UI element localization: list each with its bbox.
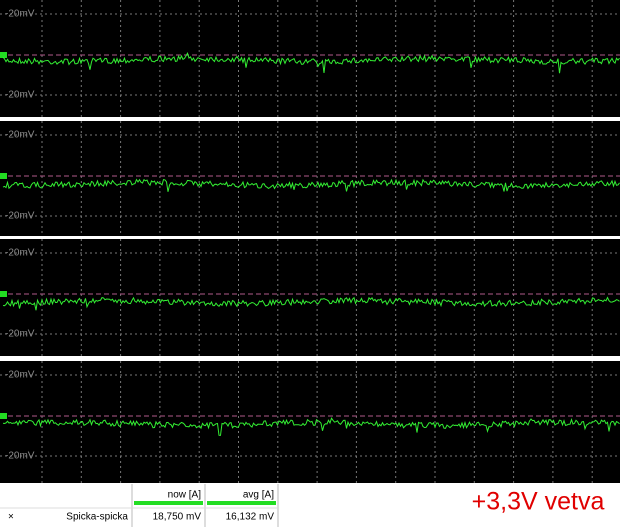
separator xyxy=(0,356,620,361)
scale-label: -20mV xyxy=(5,370,35,381)
column-header: avg [A] xyxy=(243,490,274,501)
trace xyxy=(2,417,620,436)
close-button[interactable]: × xyxy=(8,512,14,523)
scale-label: -20mV xyxy=(5,9,35,20)
scale-label: -20mV xyxy=(5,248,35,259)
separator xyxy=(0,236,620,239)
scale-label: -20mV xyxy=(5,211,35,222)
scale-label: -20mV xyxy=(5,130,35,141)
panel xyxy=(0,121,620,236)
trace xyxy=(2,178,620,192)
measurement-name: Spicka-spicka xyxy=(66,512,128,523)
trace xyxy=(2,52,620,74)
column-header: now [A] xyxy=(168,490,202,501)
channel-marker xyxy=(0,291,7,297)
caption: +3,3V vetva xyxy=(472,488,605,516)
channel-marker xyxy=(0,52,7,58)
measurement-value: 16,132 mV xyxy=(226,512,275,523)
avg-indicator xyxy=(207,501,276,505)
separator xyxy=(0,117,620,121)
channel-marker xyxy=(0,413,7,419)
channel-marker xyxy=(0,173,7,179)
measurement-value: 18,750 mV xyxy=(153,512,202,523)
now-indicator xyxy=(134,501,203,505)
scale-label: -20mV xyxy=(5,451,35,462)
scale-label: -20mV xyxy=(5,329,35,340)
panel xyxy=(0,239,620,356)
scale-label: -20mV xyxy=(5,90,35,101)
trace xyxy=(2,296,620,311)
panels: -20mV -20mV -20mV -20mV -20mV -20mV -20mV -20mV xyxy=(0,0,620,483)
